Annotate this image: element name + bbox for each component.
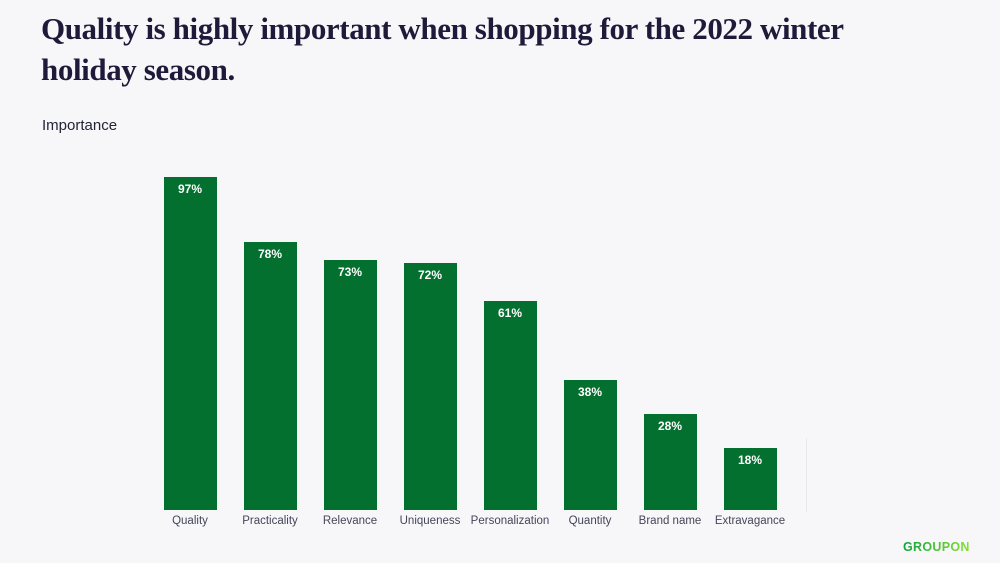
bar-chart: 97% Quality 78% Practicality 73% Relevance 72%… xyxy=(150,167,790,527)
bar: 38% xyxy=(563,379,617,510)
bar-group: 97% Quality xyxy=(150,167,230,527)
bar-category-label: Brand name xyxy=(638,515,702,527)
chart-right-divider xyxy=(806,438,807,512)
importance-label: Importance xyxy=(42,117,118,134)
bar-category-label: Relevance xyxy=(322,515,378,527)
bar: 18% xyxy=(723,448,777,510)
bar-category-label: Practicality xyxy=(242,515,298,527)
bar: 72% xyxy=(403,263,457,510)
bar: 97% xyxy=(163,177,217,510)
page-title-line2: holiday season. xyxy=(41,52,235,87)
groupon-logo: GROUPON xyxy=(903,540,970,554)
bar-group: 18% Extravagance xyxy=(710,167,790,527)
bar-category-label: Personalization xyxy=(470,515,550,527)
page-title-line1: Quality is highly important when shoppin… xyxy=(41,11,844,46)
bar-category-label: Quantity xyxy=(568,515,612,527)
bar-value-label: 97% xyxy=(177,182,203,197)
bar-category-label: Uniqueness xyxy=(399,515,461,527)
bar-group: 61% Personalization xyxy=(470,167,550,527)
bar-group: 73% Relevance xyxy=(310,167,390,527)
bar-category-label: Extravagance xyxy=(714,515,786,527)
bar-group: 28% Brand name xyxy=(630,167,710,527)
bar: 73% xyxy=(323,259,377,510)
page-title: Quality is highly important when shoppin… xyxy=(41,8,844,90)
bar-group: 78% Practicality xyxy=(230,167,310,527)
bar-group: 72% Uniqueness xyxy=(390,167,470,527)
bar-value-label: 28% xyxy=(657,418,683,433)
bar: 78% xyxy=(243,242,297,510)
bar-value-label: 73% xyxy=(337,264,363,279)
bar-value-label: 72% xyxy=(417,268,443,283)
bar-value-label: 61% xyxy=(497,305,523,320)
bar-value-label: 18% xyxy=(737,453,763,468)
bar-value-label: 78% xyxy=(257,247,283,262)
bar: 61% xyxy=(483,300,537,510)
bar-category-label: Quality xyxy=(172,515,208,527)
bar: 28% xyxy=(643,413,697,510)
bar-group: 38% Quantity xyxy=(550,167,630,527)
bar-value-label: 38% xyxy=(577,384,603,399)
